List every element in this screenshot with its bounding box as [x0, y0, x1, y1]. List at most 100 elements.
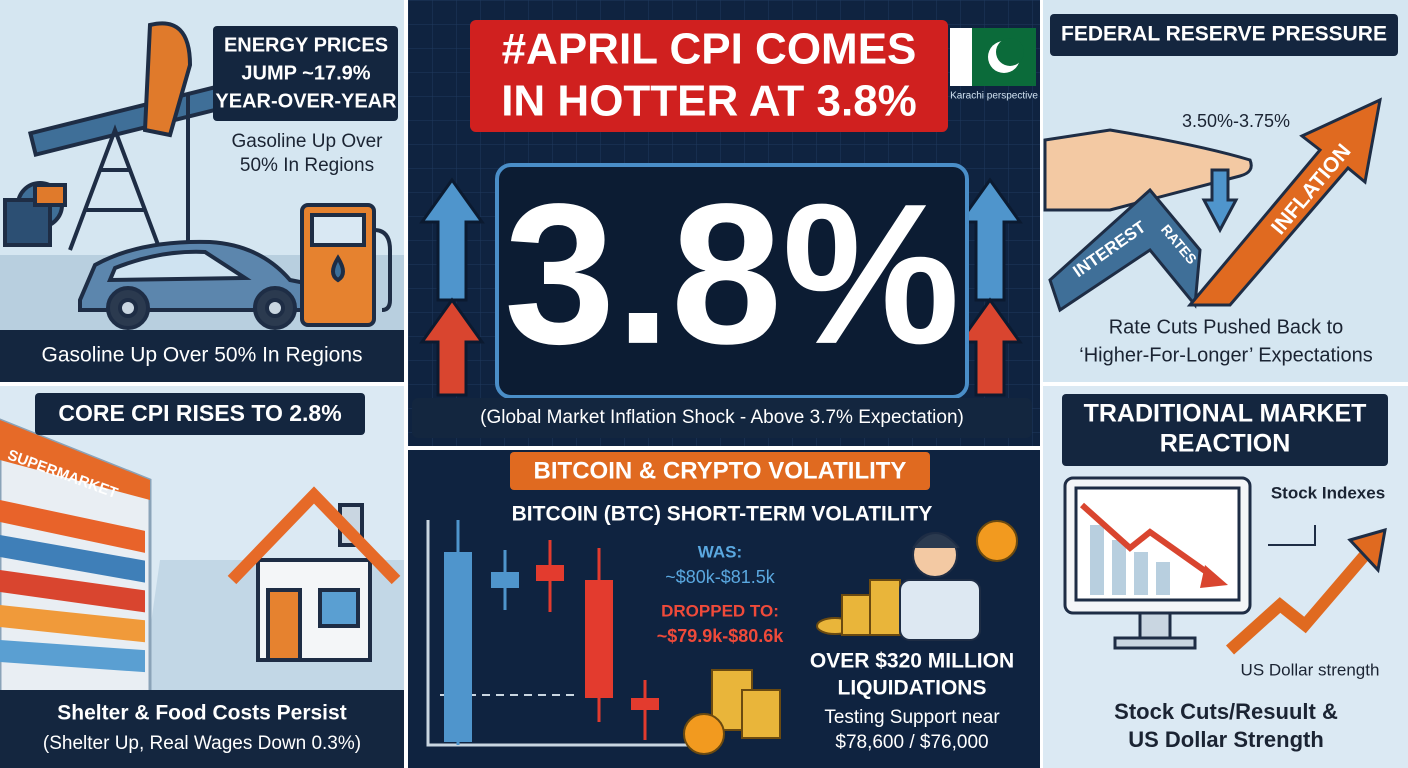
headline-banner: [470, 20, 948, 132]
market-panel: TRADITIONAL MARKET REACTION Stock Indexe…: [1043, 386, 1408, 768]
house-illustration-part: [227, 486, 401, 585]
pump-jack-illustration-part: [142, 21, 193, 138]
market-caption: US Dollar Strength: [1128, 727, 1324, 752]
dropped-range: ~$79.9k-$80.6k: [657, 626, 785, 646]
fed-caption: ‘Higher-For-Longer’ Expectations: [1079, 344, 1372, 366]
house-illustration-part: [266, 588, 302, 662]
pump-jack-illustration-part: [3, 198, 52, 247]
pakistan-flag-part: [950, 28, 972, 86]
candlestick-illustration-part: [536, 565, 564, 581]
candlestick-illustration-part: [426, 520, 700, 747]
coins-and-trader: [683, 520, 1018, 755]
monitor-illustration-part: [1225, 551, 1370, 655]
energy-note: Gasoline Up Over: [231, 131, 383, 152]
energy-caption: Gasoline Up Over 50% In Regions: [42, 344, 363, 367]
gas-pump-illustration-part: [331, 254, 345, 283]
supermarket-shelves-part: [0, 640, 145, 673]
supermarket-shelves-part: [0, 500, 145, 553]
supermarket-shelves-part: [0, 570, 145, 613]
monitor-illustration-part: [1347, 527, 1387, 574]
liquidations: LIQUIDATIONS: [838, 677, 987, 700]
rates-inflation-arrows-part: [1201, 168, 1239, 234]
gas-pump-illustration: [300, 203, 392, 327]
monitor-illustration-part: [1134, 552, 1148, 595]
monitor-illustration-part: [1112, 540, 1126, 595]
crypto-panel: BITCOIN & CRYPTO VOLATILITY BITCOIN (BTC…: [408, 450, 1040, 768]
crypto-title: BITCOIN & CRYPTO VOLATILITY: [534, 457, 907, 484]
house-illustration: [227, 486, 401, 662]
pump-jack-illustration-part: [68, 124, 162, 251]
headline-panel: #APRIL CPI COMES IN HOTTER AT 3.8% Karac…: [408, 0, 1040, 446]
market-title: REACTION: [1160, 430, 1291, 458]
candlestick-illustration-part: [585, 580, 613, 698]
headline-subtitle-box: [412, 398, 1032, 438]
core-cpi-caption-bar: [0, 690, 404, 768]
monitor-illustration-part: [1138, 611, 1172, 640]
pakistan-flag-part: [996, 38, 1024, 66]
rates-inflation-arrows-part: [1186, 97, 1382, 307]
candlestick-illustration-part: [491, 572, 519, 588]
energy-title: YEAR-OVER-YEAR: [215, 90, 397, 112]
fed-title-box: [1050, 14, 1398, 56]
monitor-illustration-part: [1113, 636, 1197, 650]
car-illustration-part: [106, 249, 252, 283]
side-arrows-part: [419, 297, 485, 397]
energy-note: 50% In Regions: [240, 155, 374, 176]
core-cpi-caption: Shelter & Food Costs Persist: [57, 702, 346, 725]
coins-and-trader-part: [869, 579, 901, 636]
candlestick-illustration-part: [444, 552, 472, 742]
headline: IN HOTTER AT 3.8%: [501, 77, 917, 126]
was-label: WAS:: [698, 542, 742, 561]
liquidations: OVER $320 MILLION: [810, 650, 1014, 673]
side-arrows: [419, 177, 1023, 397]
core-cpi-caption: (Shelter Up, Real Wages Down 0.3%): [43, 733, 361, 754]
crypto-subtitle: BITCOIN (BTC) SHORT-TERM VOLATILITY: [512, 503, 933, 526]
candlestick-illustration-part: [631, 698, 659, 710]
coins-and-trader-part: [683, 713, 725, 755]
dropped-label: DROPPED TO:: [661, 601, 779, 620]
support-level: $78,600 / $76,000: [835, 732, 988, 753]
coins-and-trader-part: [741, 689, 781, 739]
fed-title: FEDERAL RESERVE PRESSURE: [1061, 23, 1387, 46]
rate-range: 3.50%-3.75%: [1182, 111, 1290, 131]
car-illustration-part: [118, 298, 138, 318]
energy-title: ENERGY PRICES: [224, 34, 388, 56]
support-level: Testing Support near: [824, 707, 1000, 728]
big-figure-box: [495, 163, 969, 399]
monitor-illustration-part: [1268, 525, 1316, 546]
flag-caption: Karachi perspective: [950, 91, 1038, 102]
dollar-label: US Dollar strength: [1241, 660, 1380, 679]
gas-pump-illustration-part: [310, 213, 366, 247]
monitor-illustration: [1063, 476, 1387, 655]
house-illustration-part: [318, 588, 360, 628]
supermarket-shelves-part: [0, 420, 150, 500]
market-title: TRADITIONAL MARKET: [1084, 400, 1367, 428]
core-cpi-title-box: [35, 393, 365, 435]
market-title-box: [1062, 394, 1388, 466]
rates-inflation-arrows-part: [1043, 128, 1253, 212]
car-illustration-part: [265, 298, 285, 318]
car-illustration: [78, 239, 317, 330]
monitor-illustration-part: [1079, 502, 1217, 581]
candlestick-illustration: [426, 520, 700, 747]
supermarket-shelves-part: [0, 535, 145, 583]
coins-and-trader-part: [899, 579, 981, 641]
coins-and-trader-part: [912, 532, 960, 549]
monitor-illustration-part: [1200, 565, 1228, 588]
big-figure: 3.8%: [504, 163, 960, 386]
energy-panel: ENERGY PRICES JUMP ~17.9% YEAR-OVER-YEAR…: [0, 0, 404, 382]
was-range: ~$80k-$81.5k: [665, 567, 776, 587]
headline-subtitle: (Global Market Inflation Shock - Above 3…: [480, 407, 964, 428]
coins-and-trader-part: [976, 520, 1018, 562]
fed-panel: FEDERAL RESERVE PRESSURE 3.50%-3.75% INT…: [1043, 0, 1408, 382]
core-cpi-panel: SUPERMARKET CORE CPI RISES TO 2.8% Shelt…: [0, 386, 404, 768]
energy-caption-bar: [0, 330, 404, 382]
monitor-illustration-part: [1090, 525, 1104, 595]
crypto-title-box: [510, 452, 930, 490]
energy-title-box: [213, 26, 398, 121]
supermarket-shelves-part: [0, 605, 145, 643]
fed-caption: Rate Cuts Pushed Back to: [1109, 316, 1344, 338]
